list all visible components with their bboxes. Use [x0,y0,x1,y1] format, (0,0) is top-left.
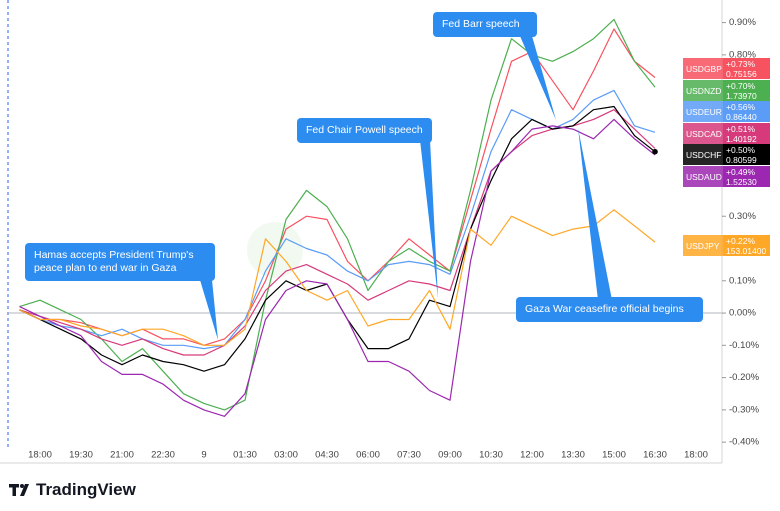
series-price: 1.52530 [726,177,757,187]
series-label: USDAUD +0.49% 1.52530 [683,166,770,187]
series-name: USDCAD [683,123,723,144]
series-label: USDCAD +0.51% 1.40192 [683,123,770,144]
last-point [652,148,658,155]
x-tick-label: 03:00 [274,450,298,461]
series-value: +0.56% 0.86440 [723,101,770,122]
series-name: USDJPY [683,235,723,256]
annotation-pointer [578,128,612,300]
series-change: +0.49% [726,167,756,177]
x-tick-label: 12:00 [520,450,544,461]
x-tick-label: 9 [201,450,206,461]
series-name: USDEUR [683,101,723,122]
x-tick-label: 21:00 [110,450,134,461]
annotation: Fed Barr speech [433,12,537,37]
series-price: 1.73970 [726,91,757,101]
series-change: +0.70% [726,81,756,91]
series-value: +0.22% 153.01400 [723,235,770,256]
series-line [19,18,656,411]
series-label: USDJPY +0.22% 153.01400 [683,235,770,256]
series-value: +0.70% 1.73970 [723,80,770,101]
series-change: +0.51% [726,124,756,134]
x-tick-label: 19:30 [69,450,93,461]
series-price: 0.86440 [726,112,757,122]
y-tick-label: 0.80% [729,49,756,60]
annotation: Gaza War ceasefire official begins [516,297,703,322]
series-value: +0.49% 1.52530 [723,166,770,187]
series-name: USDAUD [683,166,723,187]
annotation: Hamas accepts President Trump's peace pl… [25,243,215,281]
y-tick-label: 0.00% [729,308,756,319]
x-tick-label: 22:30 [151,450,175,461]
series-value: +0.51% 1.40192 [723,123,770,144]
annotation-pointer [200,280,218,340]
series-line [19,109,656,356]
series-change: +0.22% [726,236,756,246]
x-tick-label: 18:00 [28,450,52,461]
x-tick-label: 18:00 [684,450,708,461]
y-tick-label: -0.40% [729,437,760,448]
series-price: 1.40192 [726,134,757,144]
y-tick-label: 0.30% [729,211,756,222]
series-line [19,118,656,417]
series-price: 0.75156 [726,69,757,79]
y-tick-label: -0.10% [729,340,760,351]
series-label: USDGBP +0.73% 0.75156 [683,58,770,79]
series-value: +0.50% 0.80599 [723,144,770,165]
x-tick-label: 01:30 [233,450,257,461]
x-tick-label: 16:30 [643,450,667,461]
y-tick-label: 0.90% [729,17,756,28]
x-tick-label: 15:00 [602,450,626,461]
y-tick-label: 0.10% [729,275,756,286]
series-price: 153.01400 [726,246,767,256]
series-value: +0.73% 0.75156 [723,58,770,79]
x-tick-label: 07:30 [397,450,421,461]
y-tick-label: -0.20% [729,372,760,383]
series-change: +0.73% [726,59,756,69]
x-tick-label: 10:30 [479,450,503,461]
series-line [19,209,656,346]
x-tick-label: 13:30 [561,450,585,461]
y-tick-label: -0.30% [729,404,760,415]
annotation: Fed Chair Powell speech [297,118,432,143]
series-name: USDCHF [683,144,723,165]
series-price: 0.80599 [726,155,757,165]
series-change: +0.50% [726,145,756,155]
series-label: USDEUR +0.56% 0.86440 [683,101,770,122]
annotation-pointer [420,140,438,298]
series-label: USDCHF +0.50% 0.80599 [683,144,770,165]
x-tick-label: 06:00 [356,450,380,461]
x-tick-label: 04:30 [315,450,339,461]
series-name: USDNZD [683,80,723,101]
x-tick-label: 09:00 [438,450,462,461]
brand: TradingView [36,480,136,499]
series-change: +0.56% [726,102,756,112]
series-label: USDNZD +0.70% 1.73970 [683,80,770,101]
annotation-pointer [520,36,556,120]
series-name: USDGBP [683,58,723,79]
logo [9,484,29,496]
